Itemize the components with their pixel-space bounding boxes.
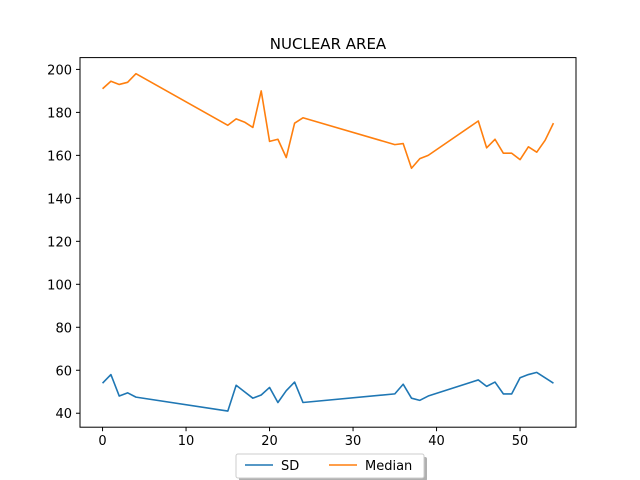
y-tick-label: 40: [55, 407, 72, 422]
x-tick-label: 20: [261, 434, 278, 449]
y-tick-label: 80: [55, 321, 72, 336]
y-tick-label: 180: [47, 106, 72, 121]
legend-label-median: Median: [365, 459, 412, 474]
series-line-sd: [101, 371, 554, 412]
chart-title: NUCLEAR AREA: [270, 35, 387, 53]
y-tick-label: 200: [47, 63, 72, 78]
x-tick-label: 40: [428, 434, 445, 449]
y-tick-label: 160: [47, 149, 72, 164]
y-tick-label: 140: [47, 192, 72, 207]
y-tick-label: 60: [55, 364, 72, 379]
y-tick-label: 120: [47, 235, 72, 250]
legend-box: [235, 453, 425, 479]
plot-frame: [79, 57, 577, 428]
x-tick-label: 30: [345, 434, 362, 449]
y-axis: 40 60 80 100 120 140 160 180 200: [47, 63, 80, 422]
x-axis: 0 10 20 30 40 50: [98, 427, 528, 449]
y-tick-label: 100: [47, 278, 72, 293]
x-tick-label: 0: [98, 434, 106, 449]
legend: SD Median: [235, 453, 427, 480]
x-tick-label: 10: [178, 434, 195, 449]
legend-label-sd: SD: [281, 459, 299, 474]
x-tick-label: 50: [512, 434, 529, 449]
plot-lines: [101, 72, 555, 412]
series-line-median: [102, 72, 555, 170]
